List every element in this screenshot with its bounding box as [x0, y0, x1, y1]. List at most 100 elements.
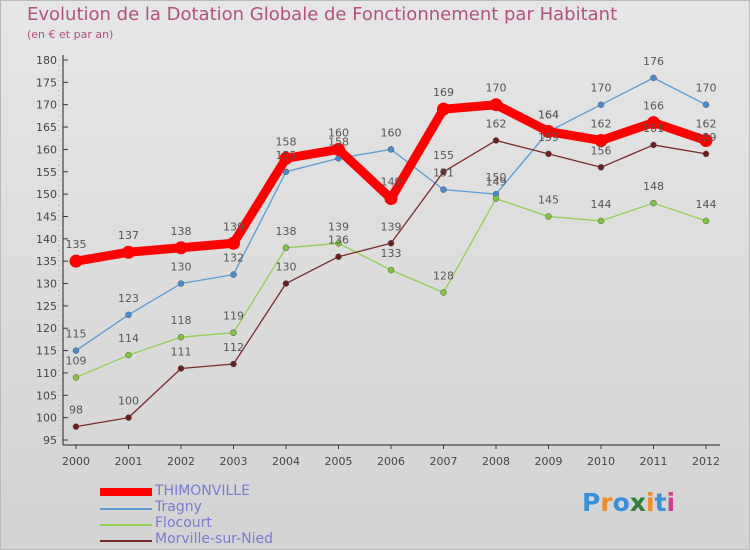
logo-letter: o	[612, 488, 630, 517]
legend-swatch-tragny	[100, 508, 152, 510]
legend-item-tragny: Tragny	[100, 499, 340, 516]
x-tick-label: 2000	[62, 455, 90, 468]
series-line-tragny	[75, 77, 707, 352]
data-point-tragny	[72, 347, 80, 354]
x-tick-label: 2006	[377, 455, 405, 468]
data-point-morville-sur-nied	[440, 168, 447, 176]
data-point-thimonville	[542, 125, 555, 139]
data-label-flocourt: 114	[118, 332, 139, 345]
legend-item-thimonville: THIMONVILLE	[100, 483, 340, 500]
data-label-thimonville: 166	[643, 100, 664, 113]
proxiti-logo: Proxiti	[582, 488, 675, 517]
data-label-morville-sur-nied: 100	[118, 395, 139, 408]
x-tick-label: 2010	[587, 455, 615, 468]
chart-subtitle: (en € et par an)	[27, 28, 114, 41]
y-tick-label: 145	[36, 210, 57, 223]
data-point-thimonville	[279, 151, 293, 165]
legend-item-morville: Morville-sur-Nied	[100, 531, 340, 548]
data-label-morville-sur-nied: 156	[591, 144, 612, 157]
data-label-thimonville: 169	[433, 86, 454, 99]
data-point-flocourt	[702, 217, 710, 225]
y-tick-label: 140	[36, 233, 57, 246]
y-tick-label: 175	[36, 76, 57, 89]
x-tick-label: 2001	[115, 455, 143, 468]
data-point-morville-sur-nied	[702, 150, 710, 158]
data-label-morville-sur-nied: 112	[223, 341, 244, 354]
data-point-flocourt	[440, 289, 447, 296]
legend-swatch-thimonville	[100, 488, 152, 496]
data-label-thimonville: 135	[66, 238, 87, 251]
data-point-tragny	[597, 101, 605, 108]
y-tick-label: 125	[36, 300, 57, 313]
data-point-flocourt	[650, 199, 657, 207]
x-tick-label: 2003	[220, 455, 248, 468]
y-tick-label: 160	[36, 143, 57, 156]
data-point-morville-sur-nied	[230, 360, 237, 368]
y-tick-label: 120	[36, 322, 57, 335]
legend-swatch-morville	[100, 540, 152, 542]
logo-letter: i	[666, 488, 676, 517]
data-label-tragny: 151	[433, 167, 454, 180]
legend-label-morville: Morville-sur-Nied	[155, 531, 273, 547]
data-label-morville-sur-nied: 139	[381, 220, 402, 233]
y-tick-label: 100	[36, 412, 57, 425]
data-label-morville-sur-nied: 162	[486, 117, 507, 130]
data-label-tragny: 130	[171, 261, 192, 274]
data-label-thimonville: 170	[486, 82, 507, 95]
data-label-flocourt: 145	[538, 193, 559, 206]
data-point-thimonville	[69, 254, 83, 268]
x-tick-label: 2012	[692, 455, 720, 468]
legend-swatch-flocourt	[100, 524, 152, 526]
data-label-flocourt: 144	[591, 198, 612, 211]
data-label-morville-sur-nied: 161	[643, 122, 664, 135]
data-label-thimonville: 138	[171, 225, 192, 238]
data-point-tragny	[387, 146, 395, 153]
x-tick-label: 2007	[430, 455, 458, 468]
data-point-morville-sur-nied	[650, 141, 657, 149]
data-point-morville-sur-nied	[387, 240, 395, 247]
y-tick-label: 165	[36, 121, 57, 134]
data-point-morville-sur-nied	[597, 164, 605, 171]
y-tick-label: 150	[36, 188, 57, 201]
data-point-tragny	[440, 186, 447, 193]
data-label-thimonville: 139	[223, 220, 244, 233]
data-point-morville-sur-nied	[492, 137, 500, 144]
data-label-flocourt: 119	[223, 310, 244, 323]
data-point-flocourt	[492, 195, 500, 202]
data-label-tragny: 170	[696, 82, 717, 95]
data-label-flocourt: 109	[66, 354, 87, 367]
data-point-thimonville	[122, 245, 135, 259]
data-label-tragny: 164	[538, 109, 559, 122]
data-label-flocourt: 149	[486, 176, 507, 189]
data-label-flocourt: 133	[381, 247, 402, 260]
legend: THIMONVILLE Tragny Flocourt Morville-sur…	[100, 483, 340, 548]
data-label-tragny: 160	[381, 126, 402, 139]
y-tick-label: 180	[36, 54, 57, 67]
logo-letter: P	[582, 488, 601, 517]
y-tick-label: 170	[36, 99, 57, 112]
data-label-flocourt: 144	[696, 198, 717, 211]
data-point-morville-sur-nied	[72, 423, 80, 430]
y-tick-label: 135	[36, 255, 57, 268]
data-point-flocourt	[335, 240, 342, 247]
y-tick-label: 130	[36, 278, 57, 291]
data-label-thimonville: 160	[328, 126, 349, 139]
data-point-tragny	[230, 271, 237, 278]
data-label-morville-sur-nied: 98	[69, 404, 83, 417]
data-point-thimonville	[174, 241, 188, 255]
logo-letter: t	[654, 488, 667, 517]
data-label-tragny: 170	[591, 82, 612, 95]
data-point-tragny	[177, 280, 185, 287]
data-point-morville-sur-nied	[335, 253, 342, 260]
data-label-morville-sur-nied: 159	[696, 131, 717, 144]
y-tick-label: 110	[36, 367, 57, 380]
data-point-morville-sur-nied	[282, 280, 290, 287]
data-point-flocourt	[230, 329, 237, 336]
data-label-thimonville: 162	[696, 117, 717, 130]
legend-label-tragny: Tragny	[155, 499, 202, 515]
data-label-flocourt: 138	[276, 225, 297, 238]
data-label-thimonville: 158	[276, 135, 297, 148]
data-point-flocourt	[177, 333, 185, 341]
data-label-tragny: 158	[328, 135, 349, 148]
